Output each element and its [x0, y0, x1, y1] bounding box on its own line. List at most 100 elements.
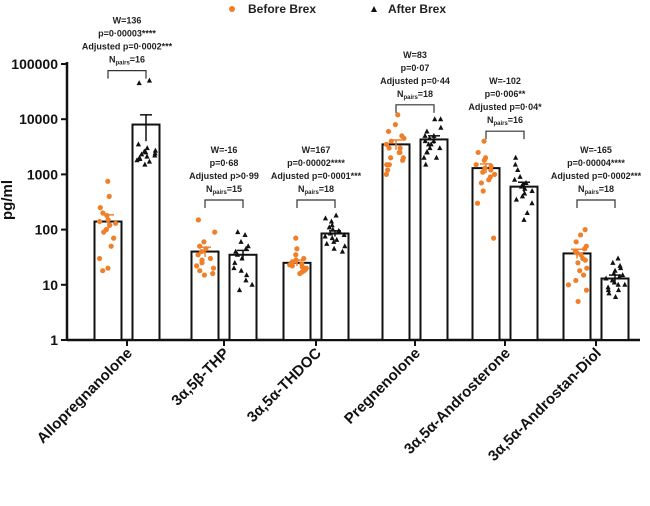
data-point-before: [97, 205, 103, 211]
data-point-after: [423, 161, 429, 167]
data-point-before: [100, 210, 106, 216]
data-point-after: [427, 145, 433, 151]
data-point-after: [431, 132, 437, 138]
data-point-after: [523, 179, 529, 185]
data-point-before: [108, 243, 114, 249]
annotation-line: Adjusted p>0·99: [189, 171, 259, 181]
data-point-before: [385, 167, 391, 173]
data-point-before: [473, 162, 479, 168]
data-point-after: [610, 259, 616, 265]
data-point-before: [396, 149, 402, 156]
data-point-after: [234, 251, 241, 257]
data-point-after: [136, 80, 142, 86]
data-point-before: [582, 246, 588, 252]
data-point-after: [245, 243, 251, 249]
annotation-line: Adjusted p=0·0001***: [271, 171, 362, 181]
data-point-after: [515, 167, 521, 173]
y-tick-label: 1: [50, 332, 58, 348]
data-point-after: [522, 185, 528, 191]
data-point-before: [387, 155, 394, 161]
x-tick-label: Pregnenolone: [341, 345, 424, 428]
data-point-before: [582, 257, 588, 263]
data-point-before: [212, 229, 218, 235]
data-point-before: [486, 177, 492, 183]
significance-bracket: [576, 199, 616, 208]
annotation-npairs: Npairs=18: [298, 184, 334, 196]
data-point-after: [422, 138, 428, 144]
data-point-before: [203, 246, 209, 252]
data-point-after: [615, 281, 621, 287]
data-point-after: [611, 279, 617, 285]
data-point-before: [106, 193, 112, 199]
bar-before: [381, 143, 411, 341]
data-point-before: [475, 149, 481, 156]
y-axis-label: pg/ml: [0, 180, 16, 220]
annotation-npairs: Npairs=18: [397, 89, 433, 101]
data-point-after: [622, 281, 628, 287]
data-point-after: [134, 157, 140, 163]
data-point-after: [144, 145, 150, 151]
data-point-before: [199, 248, 205, 255]
data-point-before: [400, 157, 406, 163]
bar-after: [600, 277, 630, 341]
data-point-before: [395, 112, 401, 118]
data-point-after: [243, 245, 249, 251]
legend: Before Brex After Brex: [229, 2, 446, 16]
annotation-line: p=0·00003****: [98, 29, 156, 39]
data-point-before: [580, 272, 587, 278]
data-point-after: [513, 154, 519, 160]
data-point-before: [386, 145, 392, 151]
data-point-before: [199, 260, 205, 266]
data-point-before: [105, 265, 111, 271]
legend-after-label: After Brex: [388, 2, 446, 16]
data-point-after: [327, 230, 333, 236]
data-point-after: [615, 255, 621, 261]
significance-bracket: [485, 130, 525, 140]
annotation-line: p=0·07: [401, 63, 430, 73]
data-point-after: [137, 156, 143, 162]
data-point-after: [238, 267, 244, 273]
data-point-before: [96, 218, 103, 225]
data-point-before: [112, 220, 119, 226]
data-point-after: [620, 272, 626, 278]
data-point-before: [294, 246, 300, 252]
annotation-npairs: Npairs=16: [487, 115, 523, 127]
data-point-after: [249, 281, 255, 287]
data-point-before: [383, 141, 390, 147]
data-point-before: [101, 229, 107, 235]
data-point-before: [104, 212, 110, 219]
data-point-before: [577, 232, 584, 238]
data-point-before: [575, 298, 581, 305]
data-point-before: [301, 255, 307, 262]
data-point-before: [480, 169, 486, 175]
data-point-before: [207, 255, 214, 262]
data-point-before: [482, 165, 488, 171]
data-point-after: [342, 243, 348, 249]
significance-bracket: [204, 199, 244, 208]
data-point-after: [519, 193, 526, 199]
annotation-npairs: Npairs=15: [206, 184, 242, 196]
x-tick-label: 3α,5α-THDOC: [244, 345, 325, 426]
data-point-before: [478, 180, 484, 186]
legend-after-marker: [371, 6, 377, 12]
data-point-after: [331, 238, 337, 244]
data-point-before: [105, 178, 111, 184]
data-point-before: [105, 217, 111, 223]
data-point-after: [337, 229, 343, 235]
data-point-after: [233, 248, 239, 254]
bar-before: [282, 261, 312, 341]
annotation-line: Adjusted p=0·44: [380, 76, 450, 86]
y-tick-label: 10000: [19, 111, 58, 127]
annotation-line: p=0·68: [210, 158, 239, 168]
data-point-before: [573, 277, 579, 284]
data-point-after: [322, 233, 328, 239]
data-point-after: [152, 147, 158, 153]
annotation-line: W=136: [113, 16, 142, 26]
data-point-before: [480, 188, 486, 194]
data-point-after: [329, 222, 335, 228]
bar-after: [320, 232, 350, 341]
data-point-after: [339, 248, 346, 254]
data-point-after: [529, 200, 535, 206]
data-point-after: [517, 173, 523, 179]
legend-before-label: Before Brex: [248, 2, 316, 16]
